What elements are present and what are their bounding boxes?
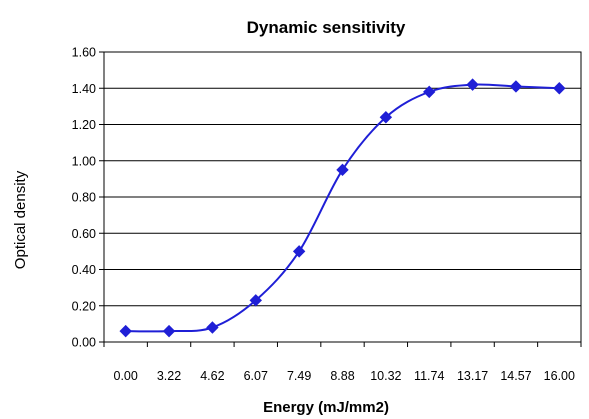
y-tick-label: 1.60 bbox=[72, 46, 96, 60]
data-point bbox=[206, 321, 219, 334]
y-axis-label: Optical density bbox=[12, 170, 29, 269]
y-tick-label: 0.80 bbox=[72, 191, 96, 205]
y-tick-label: 0.40 bbox=[72, 263, 96, 277]
x-tick-label: 6.07 bbox=[244, 369, 268, 383]
x-tick-label: 10.32 bbox=[370, 369, 401, 383]
x-axis-label: Energy (mJ/mm2) bbox=[263, 399, 389, 416]
data-point bbox=[292, 245, 306, 258]
x-tick-label: 14.57 bbox=[500, 369, 531, 383]
x-tick-label: 8.88 bbox=[330, 369, 354, 383]
series-markers bbox=[119, 78, 566, 338]
y-tick-label: 0.60 bbox=[72, 227, 96, 241]
x-tick-label: 3.22 bbox=[157, 369, 181, 383]
x-tick-label: 4.62 bbox=[200, 369, 224, 383]
x-tick-label: 0.00 bbox=[114, 369, 138, 383]
y-axis-ticks: 0.00 0.20 0.40 0.60 0.80 1.00 1.20 1.40 1.60 bbox=[72, 46, 104, 350]
y-tick-label: 0.00 bbox=[72, 336, 96, 350]
y-tick-label: 1.20 bbox=[72, 118, 96, 132]
x-tick-label: 13.17 bbox=[457, 369, 488, 383]
chart-title: Dynamic sensitivity bbox=[247, 18, 406, 37]
data-point bbox=[423, 85, 436, 99]
data-point bbox=[466, 78, 479, 91]
data-point bbox=[162, 324, 176, 338]
grid-lines bbox=[104, 87, 581, 307]
data-point bbox=[119, 324, 132, 338]
series-line bbox=[125, 83, 560, 333]
y-tick-label: 1.00 bbox=[72, 154, 96, 168]
data-point bbox=[379, 111, 393, 124]
data-point bbox=[336, 163, 349, 177]
x-tick-label: 11.74 bbox=[414, 369, 444, 383]
y-tick-label: 0.20 bbox=[72, 299, 96, 313]
x-tick-label: 7.49 bbox=[287, 369, 311, 383]
x-tick-label: 16.00 bbox=[544, 369, 575, 383]
x-axis-ticks: 0.00 3.22 4.62 6.07 7.49 8.88 10.32 11.74 13.17 1… bbox=[103, 342, 582, 383]
y-tick-label: 1.40 bbox=[72, 82, 96, 96]
data-point bbox=[249, 294, 262, 307]
data-point bbox=[509, 80, 523, 93]
data-point bbox=[553, 82, 566, 95]
